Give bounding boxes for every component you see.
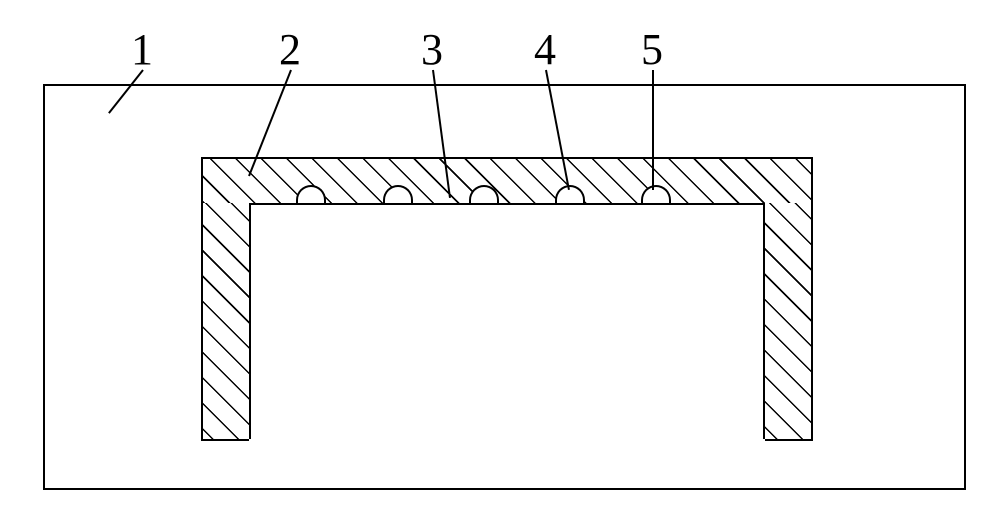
callout-label-5: 5	[632, 24, 672, 75]
u-shape	[0, 0, 1000, 516]
leader-line-5	[652, 70, 654, 190]
callout-label-4: 4	[525, 24, 565, 75]
u-leg-bottom-left	[201, 439, 249, 441]
callout-label-2: 2	[270, 24, 310, 75]
u-leg-bottom-right	[765, 439, 813, 441]
callout-label-1: 1	[122, 24, 162, 75]
callout-label-3: 3	[412, 24, 452, 75]
u-inner-outline	[249, 203, 765, 439]
